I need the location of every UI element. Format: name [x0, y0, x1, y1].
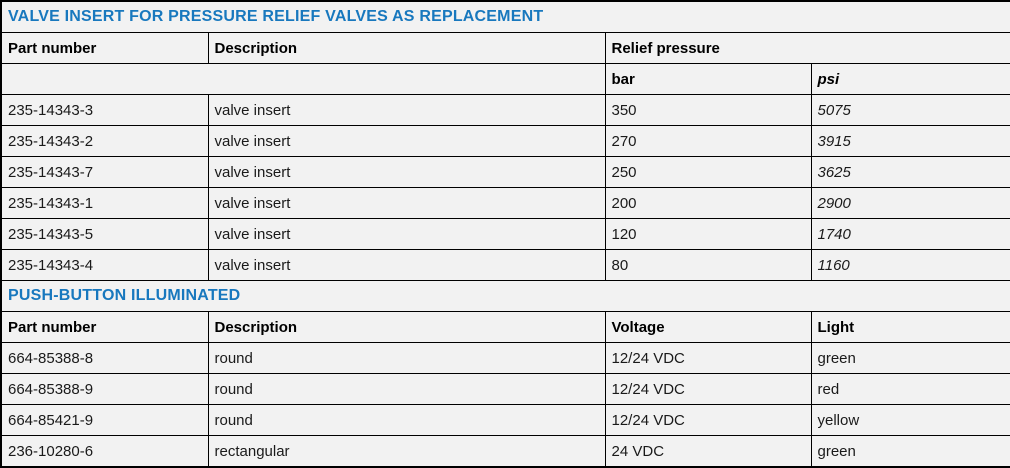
- valve-section-title: VALVE INSERT FOR PRESSURE RELIEF VALVES …: [0, 0, 1010, 33]
- cell-part-number: 236-10280-6: [0, 435, 209, 468]
- pushbutton-section-title-row: PUSH-BUTTON ILLUMINATED: [0, 280, 1010, 312]
- cell-description: valve insert: [207, 156, 606, 188]
- valve-header-row: Part number Description Relief pressure: [0, 32, 1010, 64]
- cell-bar: 250: [604, 156, 812, 188]
- cell-voltage: 24 VDC: [604, 435, 812, 468]
- cell-part-number: 235-14343-4: [0, 249, 209, 281]
- cell-description: valve insert: [207, 94, 606, 126]
- table-row: 236-10280-6 rectangular 24 VDC green: [0, 435, 1010, 468]
- table-row: 235-14343-4 valve insert 80 1160: [0, 249, 1010, 281]
- cell-description: rectangular: [207, 435, 606, 468]
- cell-part-number: 664-85388-9: [0, 373, 209, 405]
- cell-description: valve insert: [207, 249, 606, 281]
- column-header-part-number: Part number: [0, 311, 209, 343]
- cell-bar: 200: [604, 187, 812, 219]
- column-header-light: Light: [810, 311, 1010, 343]
- cell-bar: 120: [604, 218, 812, 250]
- cell-description: valve insert: [207, 218, 606, 250]
- cell-light: green: [810, 435, 1010, 468]
- cell-psi: 1160: [810, 249, 1010, 281]
- cell-psi: 1740: [810, 218, 1010, 250]
- cell-part-number: 235-14343-1: [0, 187, 209, 219]
- table-row: 664-85388-9 round 12/24 VDC red: [0, 373, 1010, 405]
- cell-description: round: [207, 342, 606, 374]
- column-header-bar: bar: [604, 63, 812, 95]
- table-row: 235-14343-3 valve insert 350 5075: [0, 94, 1010, 126]
- cell-voltage: 12/24 VDC: [604, 404, 812, 436]
- cell-psi: 5075: [810, 94, 1010, 126]
- cell-voltage: 12/24 VDC: [604, 373, 812, 405]
- cell-description: valve insert: [207, 125, 606, 157]
- valve-section-title-row: VALVE INSERT FOR PRESSURE RELIEF VALVES …: [0, 0, 1010, 33]
- table-row: 235-14343-5 valve insert 120 1740: [0, 218, 1010, 250]
- cell-part-number: 664-85388-8: [0, 342, 209, 374]
- cell-description: valve insert: [207, 187, 606, 219]
- table-row: 664-85388-8 round 12/24 VDC green: [0, 342, 1010, 374]
- table-row: 235-14343-7 valve insert 250 3625: [0, 156, 1010, 188]
- column-header-relief-pressure: Relief pressure: [604, 32, 1010, 64]
- cell-bar: 350: [604, 94, 812, 126]
- table-row: 235-14343-1 valve insert 200 2900: [0, 187, 1010, 219]
- cell-psi: 3625: [810, 156, 1010, 188]
- column-header-part-number: Part number: [0, 32, 209, 64]
- pushbutton-header-row: Part number Description Voltage Light: [0, 311, 1010, 343]
- cell-voltage: 12/24 VDC: [604, 342, 812, 374]
- table-row: 664-85421-9 round 12/24 VDC yellow: [0, 404, 1010, 436]
- cell-description: round: [207, 404, 606, 436]
- column-header-description: Description: [207, 311, 606, 343]
- cell-part-number: 664-85421-9: [0, 404, 209, 436]
- cell-bar: 270: [604, 125, 812, 157]
- cell-psi: 2900: [810, 187, 1010, 219]
- cell-psi: 3915: [810, 125, 1010, 157]
- cell-part-number: 235-14343-7: [0, 156, 209, 188]
- column-header-description: Description: [207, 32, 606, 64]
- table-row: 235-14343-2 valve insert 270 3915: [0, 125, 1010, 157]
- pushbutton-section-title: PUSH-BUTTON ILLUMINATED: [0, 280, 1010, 312]
- cell-part-number: 235-14343-2: [0, 125, 209, 157]
- cell-light: yellow: [810, 404, 1010, 436]
- valve-subheader-row: bar psi: [0, 63, 1010, 95]
- cell-part-number: 235-14343-5: [0, 218, 209, 250]
- cell-part-number: 235-14343-3: [0, 94, 209, 126]
- cell-description: round: [207, 373, 606, 405]
- cell-light: red: [810, 373, 1010, 405]
- cell-light: green: [810, 342, 1010, 374]
- cell-bar: 80: [604, 249, 812, 281]
- column-header-psi: psi: [810, 63, 1010, 95]
- empty-cell: [0, 63, 606, 95]
- column-header-voltage: Voltage: [604, 311, 812, 343]
